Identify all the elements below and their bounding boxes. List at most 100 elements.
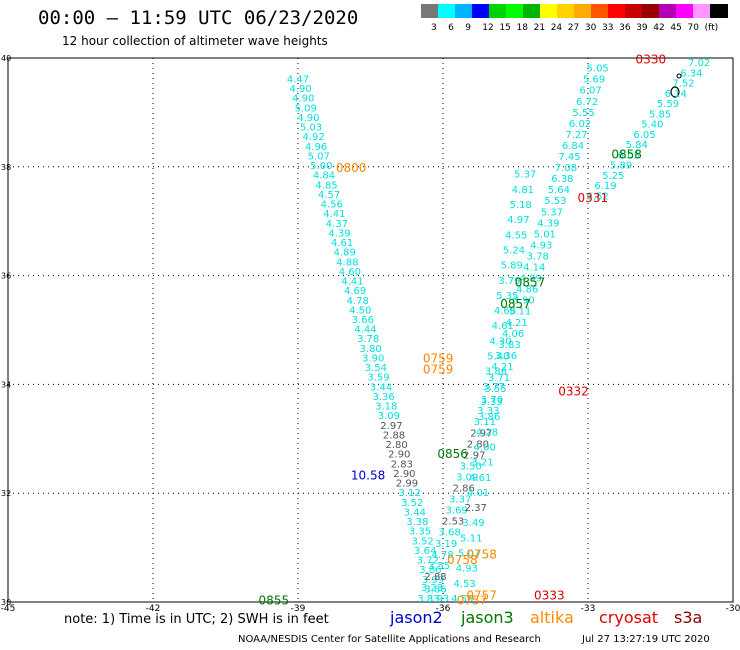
wave-height-value: 4.90	[289, 84, 311, 95]
lat-tick-label: 32	[1, 489, 11, 498]
wave-height-value: 3.64	[414, 546, 436, 557]
wave-height-value: 3.83	[498, 340, 520, 351]
wave-height-value: 5.89	[501, 261, 523, 272]
wave-height-value: 5.05	[587, 64, 609, 75]
wave-height-value: 4.68	[494, 306, 516, 317]
wave-height-value: 5.11	[460, 533, 482, 544]
island-outline	[670, 86, 680, 98]
wave-height-value: 4.84	[313, 171, 335, 182]
lon-tick-label: -39	[291, 604, 306, 614]
legend-note: note: 1) Time is in UTC; 2) SWH is in fe…	[64, 612, 329, 627]
scale-tick-label: 39	[636, 23, 648, 33]
lon-tick-label: -36	[436, 604, 451, 614]
wave-height-value: 6.19	[594, 181, 616, 192]
wave-height-value: 3.37	[449, 495, 471, 506]
scale-tick-label: 18	[516, 23, 528, 33]
scale-tick-label: 6	[448, 23, 454, 33]
track-time-label: 0332	[558, 384, 589, 398]
wave-height-value: 5.59	[657, 99, 679, 110]
wave-height-value: 2.90	[388, 450, 410, 461]
mission-label-jason3: jason3	[461, 608, 514, 627]
lon-tick-label: -42	[146, 604, 161, 614]
wave-height-value: 2.90	[393, 469, 415, 480]
scale-swatch	[540, 4, 558, 18]
wave-height-value: 3.71	[488, 373, 510, 384]
wave-height-value: 5.89	[610, 161, 632, 172]
wave-height-value: 4.28	[476, 427, 498, 438]
wave-height-value: 5.40	[641, 120, 663, 131]
wave-height-value: 3.19	[435, 539, 457, 550]
wave-height-value: 6.38	[551, 174, 573, 185]
wave-height-value: 4.37	[326, 219, 348, 230]
wave-height-value: 2.86	[453, 484, 475, 495]
wave-height-value: 4.41	[341, 277, 363, 288]
wave-height-value: 5.55	[572, 108, 594, 119]
map-subtitle: 12 hour collection of altimeter wave hei…	[62, 34, 328, 48]
wave-height-value: 5.85	[649, 109, 671, 120]
scale-swatch	[455, 4, 473, 18]
mission-label-cryosat: cryosat	[599, 608, 659, 627]
wave-height-value: 5.37	[514, 170, 536, 181]
wave-height-value: 4.89	[520, 274, 542, 285]
wave-height-value: 3.55	[428, 561, 450, 572]
wave-height-value: 3.83	[417, 594, 439, 605]
wave-height-value: 4.90	[297, 113, 319, 124]
wave-height-value: 5.64	[548, 185, 570, 196]
wave-height-value: 2.97	[463, 450, 485, 461]
wave-height-value: 5.03	[300, 123, 322, 134]
scale-tick-label: 36	[619, 23, 631, 33]
wave-height-value: 7.52	[672, 79, 694, 90]
lat-tick-label: 40	[1, 54, 11, 63]
wave-height-value: 3.77	[483, 382, 505, 393]
wave-height-value: 3.59	[367, 373, 389, 384]
wave-height-value: 2.97	[470, 428, 492, 439]
wave-height-value: 5.84	[626, 140, 648, 151]
wave-height-value: 4.01	[467, 488, 489, 499]
wave-height-value: 3.44	[370, 382, 392, 393]
scale-tick-label: 9	[465, 23, 471, 33]
mission-label-jason2: jason2	[390, 608, 443, 627]
wave-height-value: 6.05	[633, 130, 655, 141]
wave-height-value: 3.80	[360, 344, 382, 355]
wave-height-value: 4.89	[334, 248, 356, 259]
wave-height-value: 7.27	[565, 130, 587, 141]
wave-height-value: 6.84	[562, 141, 584, 152]
wave-height-value: 5.00	[310, 161, 332, 172]
wave-height-value: 4.97	[507, 215, 529, 226]
wave-height-value: 3.99	[422, 575, 444, 586]
wave-height-value: 5.53	[544, 196, 566, 207]
wave-height-value: 4.21	[491, 362, 513, 373]
track-time-label: 0757	[457, 594, 488, 608]
wave-height-value: 3.33	[477, 406, 499, 417]
wave-height-value: 5.24	[503, 245, 525, 256]
scale-tick-label: 45	[670, 23, 682, 33]
wave-height-value: 3.55	[484, 384, 506, 395]
wave-height-value: 4.53	[453, 579, 475, 590]
wave-height-value: 4.69	[344, 286, 366, 297]
wave-height-value: 2.80	[386, 440, 408, 451]
lat-tick-label: 36	[1, 272, 11, 281]
wave-height-value: 3.50	[460, 461, 482, 472]
wave-height-value: 3.12	[398, 488, 420, 499]
wave-height-value: 3.68	[439, 528, 461, 539]
scale-tick-label: 21	[533, 23, 546, 33]
wave-height-value: 4.39	[328, 228, 350, 239]
scale-tick-label: 30	[584, 23, 597, 33]
wave-height-value: 2.88	[424, 572, 446, 583]
track-time-label: 0800	[336, 161, 367, 175]
wave-height-value: 4.93	[530, 240, 552, 251]
wave-height-value: 5.40	[487, 352, 509, 363]
wave-height-value: 3.90	[513, 296, 535, 307]
track-time-label: 0333	[534, 588, 565, 602]
wave-height-value: 3.33	[480, 397, 502, 408]
mission-label-s3a: s3a	[674, 608, 703, 627]
lat-tick-label: 34	[1, 380, 11, 389]
wave-height-value: 7.45	[558, 152, 580, 163]
wave-height-value: 3.90	[362, 353, 384, 364]
scale-swatch	[438, 4, 456, 18]
scale-tick-label: 12	[482, 23, 494, 33]
wave-height-value: 4.92	[302, 132, 324, 143]
wave-height-value: 4.61	[331, 238, 353, 249]
wave-height-value: 4.41	[323, 209, 345, 220]
